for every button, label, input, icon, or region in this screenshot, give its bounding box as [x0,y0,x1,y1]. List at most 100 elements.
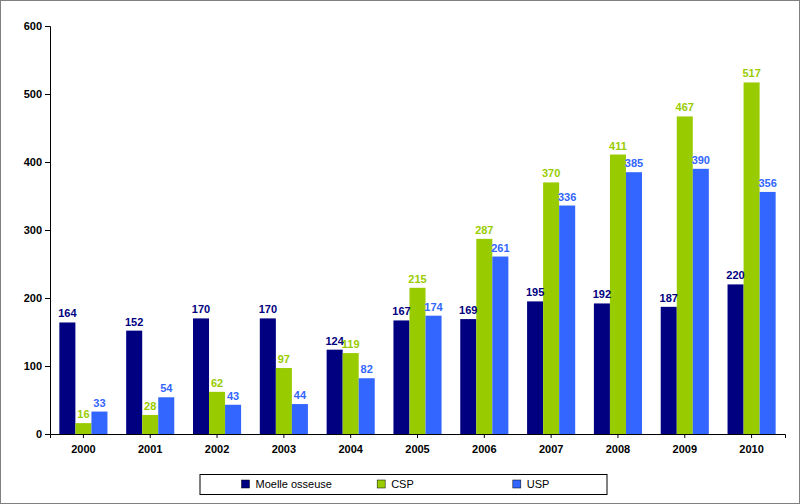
data-label: 467 [676,101,694,113]
bar [327,350,343,434]
legend-box [200,475,607,495]
bar [209,392,225,434]
legend-item: CSP [377,478,414,490]
x-tick-mark [350,434,351,438]
x-tick-label: 2004 [338,443,363,455]
x-tick: 2010 [739,434,763,455]
data-label: 97 [278,353,290,365]
bar-series [75,82,759,434]
y-tick-label: 0 [36,428,42,440]
x-tick: 2009 [673,434,697,455]
bar-series [91,169,775,434]
bar [409,288,425,434]
data-label: 215 [408,273,426,285]
data-label: 44 [294,389,307,401]
x-tick: 2004 [338,434,363,455]
x-tick-label: 2003 [272,443,296,455]
x-tick-mark [150,434,151,438]
bar [260,318,276,434]
legend-item: Moelle osseuse [242,478,332,490]
x-tick-label: 2005 [405,443,429,455]
bar [543,182,559,434]
y-tick-label: 300 [24,224,42,236]
data-label: 174 [424,301,443,313]
y-tick-mark [45,298,50,299]
data-label: 356 [758,177,776,189]
bar [760,192,776,434]
x-tick-mark [283,434,284,438]
bar [292,404,308,434]
legend-label: USP [527,478,550,490]
data-label: 43 [227,390,239,402]
x-tick-mark [551,434,552,438]
y-tick-label: 200 [24,292,42,304]
data-label: 119 [342,338,360,350]
bar [693,169,709,434]
bar [126,331,142,434]
data-labels: 1641521701701241671691951921872201628629… [58,67,777,420]
y-tick: 500 [24,88,50,100]
data-label: 62 [211,377,223,389]
bar [75,423,91,434]
bar [343,353,359,434]
bar [559,206,575,434]
x-tick-mark [83,434,84,438]
x-axis: 2000200120022003200420052006200720082009… [51,434,786,455]
y-tick-mark [45,366,50,367]
y-tick: 400 [24,156,50,168]
data-label: 220 [726,269,744,281]
bar [661,307,677,434]
bar [460,319,476,434]
y-tick: 0 [36,428,50,440]
bar [142,415,158,434]
data-label: 287 [475,224,493,236]
y-axis-line [45,27,51,435]
bar [626,172,642,434]
legend-swatch [513,480,521,488]
x-tick: 2008 [606,434,630,455]
data-label: 152 [125,316,143,328]
data-label: 33 [93,397,105,409]
bar [744,82,760,434]
data-label: 16 [77,408,89,420]
y-tick-label: 400 [24,156,42,168]
x-tick: 2006 [472,434,496,455]
data-label: 390 [692,154,710,166]
bar [677,116,693,434]
x-tick-label: 2002 [205,443,229,455]
data-label: 170 [192,303,210,315]
legend: Moelle osseuse CSP USP [200,475,607,495]
bar [728,284,744,434]
x-tick-mark [751,434,752,438]
x-tick-label: 2010 [739,443,763,455]
bars [59,82,775,434]
data-label: 411 [609,140,627,152]
legend-swatch [242,480,250,488]
x-tick-label: 2007 [539,443,563,455]
y-tick-mark [45,230,50,231]
bar [276,368,292,434]
data-label: 192 [593,288,611,300]
x-tick-label: 2009 [673,443,697,455]
bar [225,405,241,434]
data-label: 169 [459,304,477,316]
data-label: 336 [558,191,576,203]
x-tick-mark [684,434,685,438]
legend-swatch [377,480,385,488]
bar [492,257,508,434]
bar [359,378,375,434]
x-axis-line [51,435,786,439]
bar [158,397,174,434]
data-label: 261 [491,242,509,254]
y-tick: 600 [24,20,50,32]
bar [476,239,492,434]
y-tick-mark [45,434,50,435]
x-tick-mark [417,434,418,438]
bar [527,301,543,434]
y-tick-mark [45,26,50,27]
data-label: 385 [625,157,643,169]
legend-item: USP [513,478,550,490]
bar [610,155,626,434]
plot: 1641521701701241671691951921872201628629… [24,20,786,455]
data-label: 28 [144,400,156,412]
